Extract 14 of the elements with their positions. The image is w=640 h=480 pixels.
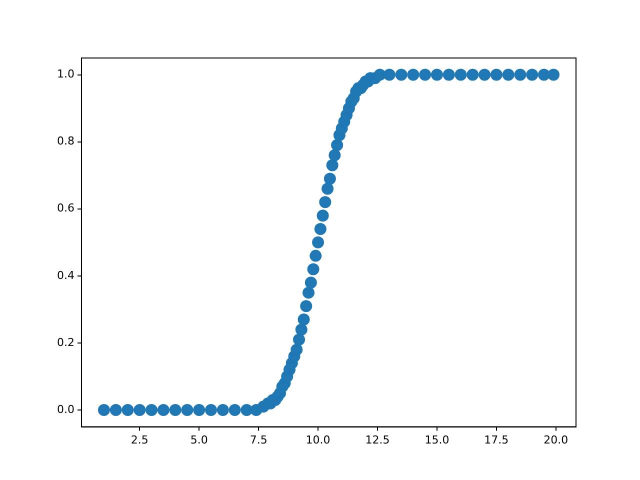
- y-tick-label: 0.2: [56, 336, 74, 349]
- y-tick-label: 0.4: [56, 268, 74, 282]
- x-tick-label: 10.0: [306, 433, 330, 446]
- x-tick-label: 15.0: [424, 433, 450, 446]
- y-tick-label: 1.0: [56, 68, 74, 81]
- x-tick-label: 17.5: [484, 433, 509, 446]
- y-tick-label: 0.0: [56, 402, 74, 416]
- y-tick-label: 0.8: [56, 134, 74, 148]
- x-tick-label: 5.0: [190, 433, 208, 446]
- y-tick-label: 0.6: [56, 202, 74, 215]
- x-tick-label: 12.5: [365, 433, 390, 446]
- x-tick-label: 20.0: [544, 433, 568, 446]
- x-tick-label: 7.5: [250, 433, 268, 446]
- x-tick-label: 2.5: [130, 433, 148, 446]
